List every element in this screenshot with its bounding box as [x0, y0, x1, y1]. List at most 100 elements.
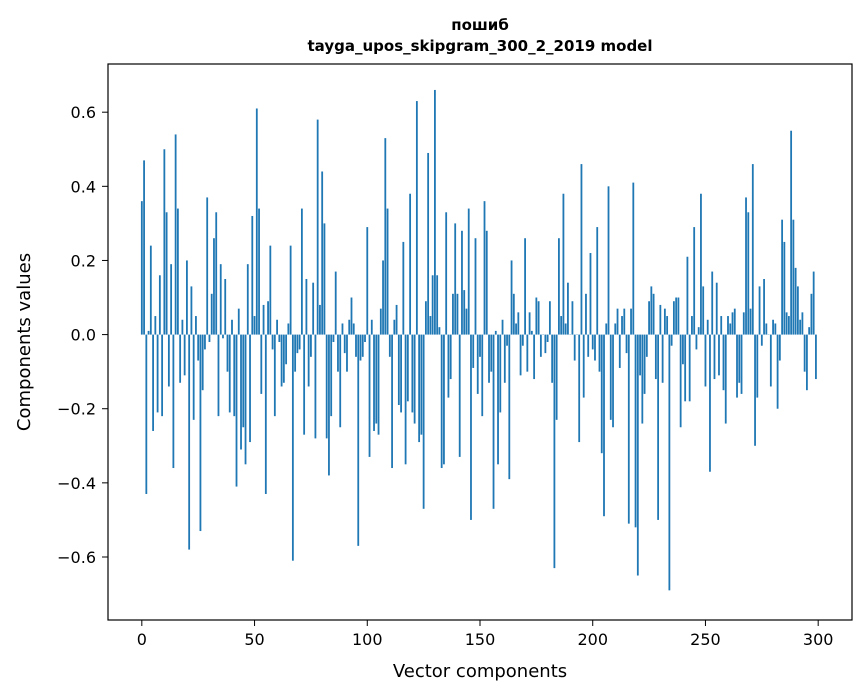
bar — [521, 334, 524, 346]
bar — [278, 334, 281, 342]
bar — [165, 212, 168, 335]
bar — [479, 334, 481, 357]
bar — [253, 316, 256, 335]
bar — [208, 334, 211, 342]
bar — [474, 238, 477, 335]
bar — [377, 334, 380, 435]
bar — [562, 193, 565, 335]
x-tick-label: 150 — [465, 630, 496, 649]
bar — [731, 312, 734, 335]
bar — [605, 323, 608, 335]
bar — [503, 334, 506, 383]
bar — [815, 334, 817, 380]
bar — [589, 253, 592, 335]
bar — [736, 334, 738, 398]
bar — [350, 297, 353, 335]
plot-frame — [107, 63, 853, 621]
bar — [555, 334, 558, 420]
bar — [438, 327, 441, 335]
bar — [384, 138, 387, 335]
x-axis-ticks: 0 50 100 150 200 250 300 — [137, 620, 834, 649]
bar — [427, 152, 430, 335]
bar — [548, 301, 551, 335]
bar — [402, 241, 405, 335]
bar — [314, 334, 317, 439]
bar — [785, 312, 788, 335]
bar — [368, 334, 371, 457]
bar — [255, 108, 258, 335]
bar — [267, 301, 269, 335]
bar — [195, 316, 197, 335]
x-tick-label: 300 — [803, 630, 834, 649]
bar — [235, 334, 238, 487]
bar — [799, 319, 802, 335]
bar — [147, 330, 150, 335]
y-axis-label: Components values — [14, 253, 35, 431]
bar — [424, 301, 427, 335]
bar — [492, 334, 495, 509]
bar — [456, 293, 459, 335]
bar — [709, 334, 711, 472]
bar — [614, 323, 617, 335]
bar — [161, 334, 164, 417]
bar — [188, 334, 191, 550]
bar — [677, 297, 680, 335]
bar — [382, 260, 384, 335]
bar — [686, 256, 689, 335]
bar — [199, 334, 202, 532]
bar — [618, 334, 621, 368]
bar — [319, 304, 321, 335]
bar — [242, 334, 245, 428]
bar — [645, 334, 648, 357]
bar — [190, 286, 193, 335]
bar — [772, 319, 774, 335]
bar — [470, 334, 472, 520]
bar — [544, 334, 547, 354]
bar — [176, 208, 179, 335]
bar — [271, 334, 274, 350]
bar — [537, 301, 540, 335]
bar — [152, 334, 154, 431]
bar — [506, 334, 508, 346]
bar — [219, 264, 222, 335]
bar — [355, 334, 357, 357]
bar — [386, 208, 389, 335]
bar — [370, 319, 373, 335]
bar — [533, 334, 536, 380]
bar — [497, 334, 499, 465]
bar — [298, 334, 301, 350]
bar — [729, 323, 732, 335]
bar — [393, 319, 396, 335]
bar — [260, 334, 263, 394]
bar — [702, 286, 705, 335]
bar — [724, 334, 727, 424]
bar — [231, 319, 233, 335]
bar — [530, 330, 533, 335]
bar — [778, 334, 781, 361]
bar — [397, 334, 400, 406]
bar — [582, 334, 585, 398]
bar — [810, 293, 813, 335]
y-tick-label: −0.6 — [57, 548, 96, 567]
bar — [668, 334, 671, 591]
bar — [215, 212, 218, 335]
bar — [237, 308, 240, 335]
bar — [285, 334, 288, 365]
bar — [249, 334, 251, 443]
bar — [754, 334, 756, 446]
bar — [436, 275, 439, 335]
bar — [418, 334, 421, 443]
bar — [578, 334, 581, 443]
y-tick-label: 0.6 — [71, 103, 96, 122]
bar — [706, 319, 709, 335]
bar — [352, 323, 355, 335]
bar — [321, 171, 324, 335]
bar — [727, 316, 729, 335]
bar — [718, 334, 720, 376]
bar — [641, 334, 644, 424]
bar — [774, 323, 777, 335]
bar — [179, 334, 182, 383]
bar — [585, 293, 587, 335]
bar — [612, 334, 614, 428]
bar — [661, 334, 664, 383]
